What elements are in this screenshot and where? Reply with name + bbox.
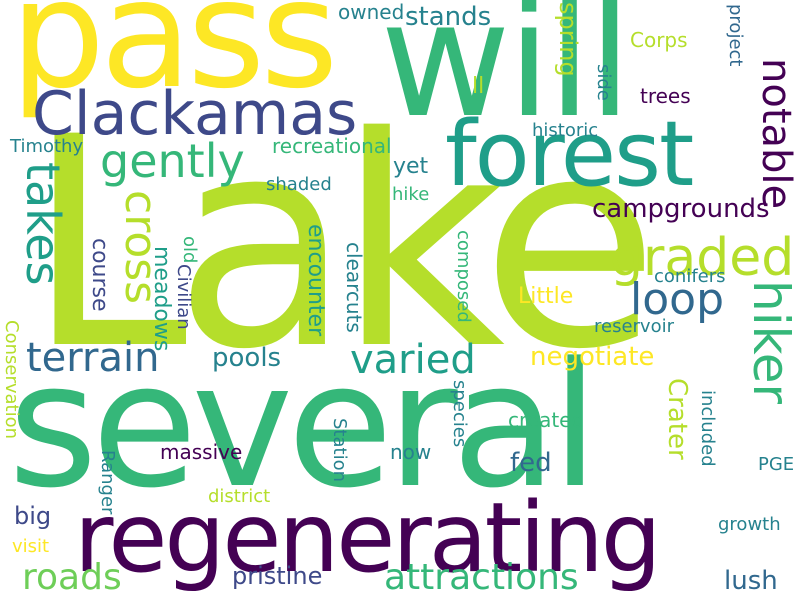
word-loop: loop [630, 274, 724, 325]
word-composed: composed [453, 230, 474, 323]
word-district: district [208, 486, 271, 507]
word-regenerating: regenerating [74, 482, 662, 594]
word-created: created [508, 408, 585, 432]
word-pristine: pristine [232, 562, 323, 590]
word-growth: growth [718, 514, 781, 535]
word-stands: stands [405, 2, 492, 32]
word-reservoir: reservoir [594, 316, 674, 337]
word-roads: roads [22, 557, 122, 598]
word-station: Station [329, 418, 350, 482]
word-owned: owned [338, 0, 405, 24]
word-lush: lush [724, 566, 778, 596]
word-conifers: conifers [654, 266, 726, 287]
word-meadows: meadows [149, 246, 174, 352]
word-timothy: Timothy [10, 136, 84, 157]
word-little: Little [518, 284, 574, 309]
word-trees: trees [640, 84, 691, 108]
word-visit: visit [12, 536, 50, 557]
word-hike: hike [392, 184, 430, 205]
word-pass: pass [10, 0, 338, 122]
word-pge: PGE [758, 454, 795, 475]
word-pools: pools [212, 343, 282, 373]
word-negotiate: negotiate [530, 342, 655, 372]
word-terrain: terrain [26, 335, 160, 381]
word-shaded: shaded [266, 174, 332, 195]
word-massive: massive [160, 440, 243, 464]
word-old: old [179, 236, 200, 264]
word-included: included [697, 390, 718, 467]
word-civilian: Civilian [173, 264, 194, 330]
word-recreational: recreational [272, 134, 392, 158]
word-forest: forest [445, 102, 694, 207]
word-graded: graded [610, 228, 795, 288]
word-species: species [449, 380, 470, 448]
word-conservation: Conservation [1, 320, 22, 440]
word-varied: varied [350, 337, 476, 383]
word-will: will [380, 0, 632, 153]
word-side: side [593, 64, 614, 101]
word-takes: takes [16, 162, 70, 286]
word-clackamas: Clackamas [32, 79, 358, 149]
word-yet: yet [393, 154, 429, 179]
word-encounter: encounter [303, 224, 328, 337]
word-campgrounds: campgrounds [592, 194, 770, 224]
word-crater: Crater [662, 378, 692, 460]
word-project: project [725, 4, 746, 67]
word-ranger: Ranger [97, 450, 118, 515]
word-notable: notable [753, 58, 799, 210]
word-hiker: hiker [742, 280, 800, 405]
word-course: course [87, 238, 112, 312]
word-now: now [390, 440, 432, 464]
word-gently: gently [100, 134, 245, 188]
word-ll: ll [472, 74, 485, 99]
word-several: several [8, 325, 599, 526]
word-big: big [14, 502, 52, 530]
word-corps: Corps [630, 28, 688, 52]
word-attractions: attractions [384, 557, 579, 598]
word-lake: Lake [26, 76, 659, 413]
word-historic: historic [532, 120, 599, 141]
word-clearcuts: clearcuts [342, 242, 366, 333]
word-spring: spring [554, 2, 582, 77]
word-cross: cross [115, 190, 166, 305]
word-fed: fed [510, 448, 552, 478]
